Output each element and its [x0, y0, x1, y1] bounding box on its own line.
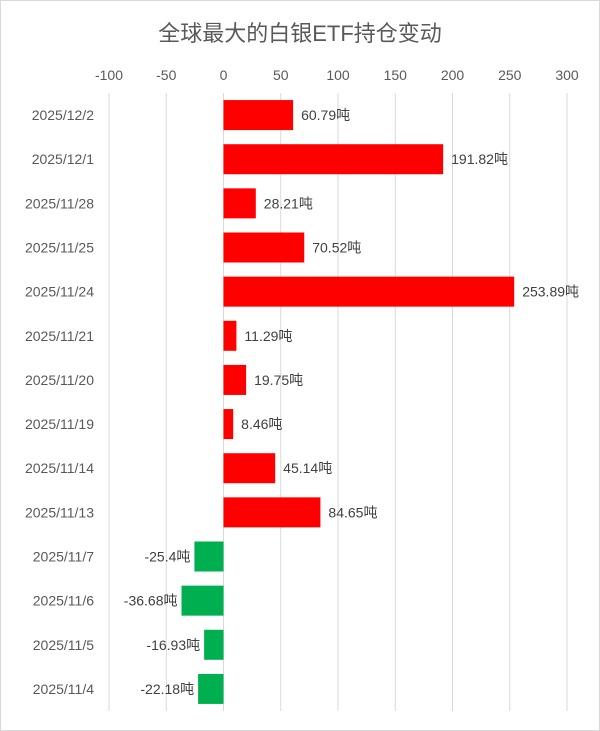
bar-2025/11/14: [223, 453, 276, 484]
bar-2025/11/28: [223, 188, 256, 219]
category-label: 2025/12/2: [32, 107, 94, 123]
category-label: 2025/11/28: [25, 195, 94, 211]
category-labels: 2025/12/2 2025/12/1 2025/11/28 2025/11/25 20…: [25, 107, 94, 697]
gridlines: [108, 93, 568, 711]
bars: [181, 100, 515, 704]
x-tick-label: 100: [326, 67, 350, 83]
data-label: 70.52吨: [312, 240, 361, 256]
data-label: 253.89吨: [522, 284, 579, 300]
bar-2025/11/5: [204, 629, 224, 660]
x-tick-label: -100: [95, 67, 123, 83]
x-tick-label: -50: [156, 67, 176, 83]
data-label: 19.75吨: [254, 372, 303, 388]
category-label: 2025/11/5: [33, 637, 94, 653]
x-tick-label: 150: [384, 67, 408, 83]
bar-2025/11/7: [194, 541, 224, 572]
x-tick-label: 50: [273, 67, 289, 83]
data-label: -16.93吨: [146, 637, 200, 653]
category-label: 2025/12/1: [32, 151, 94, 167]
category-label: 2025/11/4: [33, 681, 94, 697]
x-axis-ticks: -100 -50 0 50 100 150 200 250 300: [95, 67, 579, 83]
category-label: 2025/11/24: [25, 284, 94, 300]
chart-title: 全球最大的白银ETF持仓变动: [158, 21, 442, 46]
data-label: -36.68吨: [124, 593, 178, 609]
category-label: 2025/11/25: [25, 240, 94, 256]
bar-2025/11/24: [223, 276, 515, 307]
x-tick-label: 0: [220, 67, 228, 83]
bar-2025/11/6: [181, 585, 224, 616]
data-label: 11.29吨: [244, 328, 292, 344]
bar-2025/11/25: [223, 232, 305, 263]
data-label: -22.18吨: [140, 681, 194, 697]
data-label: 60.79吨: [301, 107, 350, 123]
bar-2025/12/2: [223, 100, 294, 131]
category-label: 2025/11/6: [33, 593, 94, 609]
category-label: 2025/11/21: [25, 328, 94, 344]
category-label: 2025/11/14: [25, 460, 94, 476]
data-label: 45.14吨: [283, 460, 332, 476]
data-label: 8.46吨: [241, 416, 282, 432]
category-label: 2025/11/19: [25, 416, 94, 432]
data-labels: 60.79吨 191.82吨 28.21吨 70.52吨 253.89吨 11.29吨 19…: [124, 107, 579, 697]
x-tick-label: 250: [498, 67, 522, 83]
bar-2025/11/13: [223, 497, 321, 528]
x-tick-label: 200: [441, 67, 465, 83]
category-label: 2025/11/13: [25, 504, 94, 520]
bar-2025/11/19: [223, 409, 234, 440]
data-label: 191.82吨: [451, 151, 508, 167]
bar-2025/11/4: [198, 673, 224, 704]
category-label: 2025/11/20: [25, 372, 94, 388]
bar-2025/11/21: [223, 320, 237, 351]
data-label: 84.65吨: [328, 504, 377, 520]
bar-2025/12/1: [223, 144, 444, 175]
category-label: 2025/11/7: [33, 549, 94, 565]
data-label: 28.21吨: [264, 195, 313, 211]
data-label: -25.4吨: [144, 549, 190, 565]
bar-2025/11/20: [223, 364, 247, 395]
x-tick-label: 300: [555, 67, 579, 83]
